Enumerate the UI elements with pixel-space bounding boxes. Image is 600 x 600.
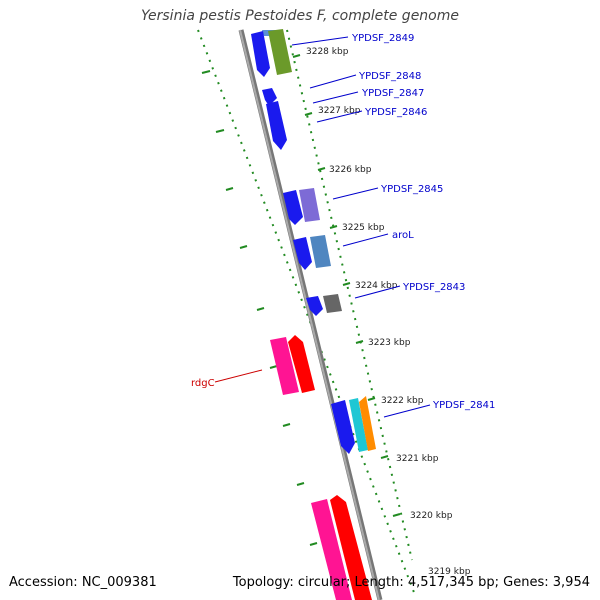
tick-3226: 3226 kbp: [329, 165, 372, 175]
gene-arol-blue[interactable]: [293, 237, 312, 270]
outer-ruler-line: [197, 29, 416, 596]
gene-bottom-red[interactable]: [330, 495, 372, 600]
rdgc-connector: [214, 369, 263, 383]
gene-ypdsf-2848[interactable]: [262, 88, 277, 106]
tick-3225: 3225 kbp: [342, 223, 385, 233]
label-ypdsf-2843[interactable]: YPDSF_2843: [402, 282, 465, 293]
tick-3221: 3221 kbp: [396, 454, 439, 464]
label-arol[interactable]: aroL: [392, 230, 414, 241]
tick-3224: 3224 kbp: [355, 281, 398, 291]
label-ypdsf-2841[interactable]: YPDSF_2841: [432, 400, 495, 411]
gene-ypdsf-2845-purple[interactable]: [299, 188, 320, 222]
genome-summary-text: Topology: circular; Length: 4,517,345 bp…: [232, 575, 590, 590]
tick-3228: 3228 kbp: [306, 47, 349, 57]
ruler-dashes: [292, 54, 401, 517]
label-ypdsf-2848[interactable]: YPDSF_2848: [358, 71, 421, 82]
gene-ypdsf-2841-cyan[interactable]: [349, 398, 368, 452]
label-ypdsf-2849[interactable]: YPDSF_2849: [351, 33, 414, 44]
label-connectors: [291, 36, 431, 418]
gene-ypdsf-2843-blue[interactable]: [306, 296, 323, 316]
label-ypdsf-2847[interactable]: YPDSF_2847: [361, 88, 424, 99]
label-ypdsf-2846[interactable]: YPDSF_2846: [364, 107, 427, 118]
gene-ypdsf-2849-green[interactable]: [268, 29, 292, 75]
gene-ypdsf-2849-blue[interactable]: [251, 31, 270, 77]
gene-bottom-pink[interactable]: [311, 499, 352, 600]
left-ruler-dashes: [201, 70, 318, 546]
tick-3220: 3220 kbp: [410, 511, 453, 521]
gene-rdgc-red[interactable]: [288, 335, 315, 393]
tick-3227: 3227 kbp: [318, 106, 361, 116]
genome-backbone-highlight: [239, 29, 380, 600]
tick-3219: 3219 kbp: [428, 567, 471, 577]
gene-ypdsf-2841-blue[interactable]: [331, 400, 355, 454]
map-title: Yersinia pestis Pestoides F, complete ge…: [141, 8, 459, 24]
tick-3222: 3222 kbp: [381, 396, 424, 406]
gene-arol-steelblue[interactable]: [310, 235, 331, 268]
gene-ypdsf-2841-orange[interactable]: [359, 396, 376, 451]
gene-ypdsf-2845-blue[interactable]: [283, 190, 303, 225]
accession-text: Accession: NC_009381: [9, 575, 157, 590]
label-rdgc[interactable]: rdgC: [191, 378, 215, 389]
tick-3223: 3223 kbp: [368, 338, 411, 348]
gene-rdgc-pink[interactable]: [270, 337, 299, 395]
label-ypdsf-2845[interactable]: YPDSF_2845: [380, 184, 443, 195]
gene-ypdsf-2843-gray[interactable]: [323, 294, 342, 313]
inner-ruler-line: [286, 29, 413, 561]
gene-ypdsf-2847-2846[interactable]: [266, 101, 287, 150]
